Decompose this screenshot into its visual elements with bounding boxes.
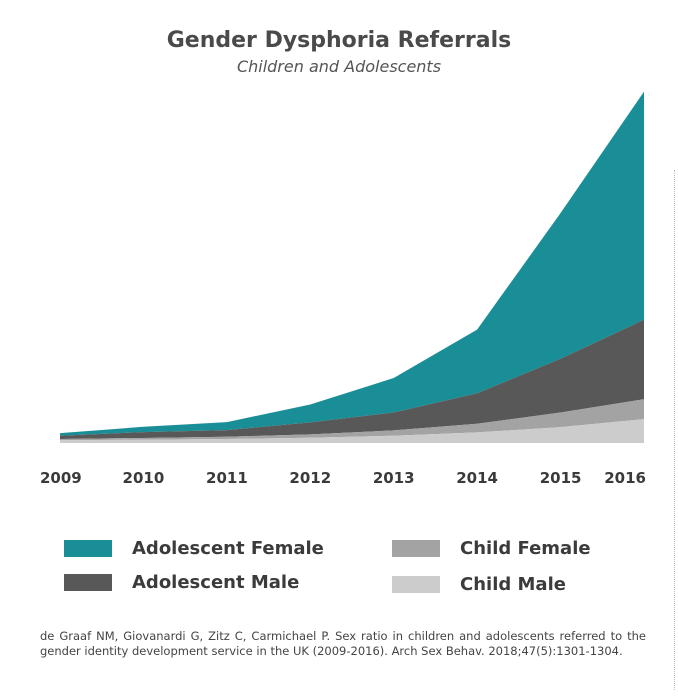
x-tick-2013: 2013 <box>373 469 415 487</box>
x-tick-2010: 2010 <box>123 469 165 487</box>
legend-label-child-female: Child Female <box>460 537 591 559</box>
chart-areas <box>60 91 644 443</box>
legend-swatch-child-male <box>392 575 440 593</box>
chart-title: Gender Dysphoria Referrals <box>166 28 512 53</box>
legend-item-adolescent-female: Adolescent Female <box>64 536 324 560</box>
legend-label-adolescent-female: Adolescent Female <box>132 537 324 559</box>
legend-swatch-adolescent-female <box>64 539 112 557</box>
x-tick-2015: 2015 <box>540 469 582 487</box>
legend-item-child-female: Child Female <box>392 536 591 560</box>
area-adolescent-female <box>60 91 644 436</box>
x-tick-2009: 2009 <box>40 469 82 487</box>
x-tick-2012: 2012 <box>289 469 331 487</box>
area-adolescent-male <box>60 319 644 439</box>
legend-item-child-male: Child Male <box>392 572 566 596</box>
x-tick-2014: 2014 <box>456 469 498 487</box>
legend-swatch-adolescent-male <box>64 573 112 591</box>
x-tick-2011: 2011 <box>206 469 248 487</box>
x-tick-2016: 2016 <box>604 469 646 487</box>
area-child-female <box>60 399 644 441</box>
legend-label-child-male: Child Male <box>460 573 566 595</box>
legend-label-adolescent-male: Adolescent Male <box>132 571 300 593</box>
legend-swatch-child-female <box>392 539 440 557</box>
chart-subtitle: Children and Adolescents <box>236 57 442 76</box>
x-axis-ticks: 2009 2010 2011 2012 2013 2014 2015 2016 <box>40 469 646 487</box>
legend: Adolescent Female Adolescent Male Child … <box>0 530 678 600</box>
source-citation: de Graaf NM, Giovanardi G, Zitz C, Carmi… <box>40 629 646 658</box>
area-child-male <box>60 419 644 443</box>
page-edge-divider <box>674 170 676 690</box>
area-chart: 2009 2010 2011 2012 2013 2014 2015 2016 <box>40 91 646 487</box>
legend-item-adolescent-male: Adolescent Male <box>64 570 299 594</box>
